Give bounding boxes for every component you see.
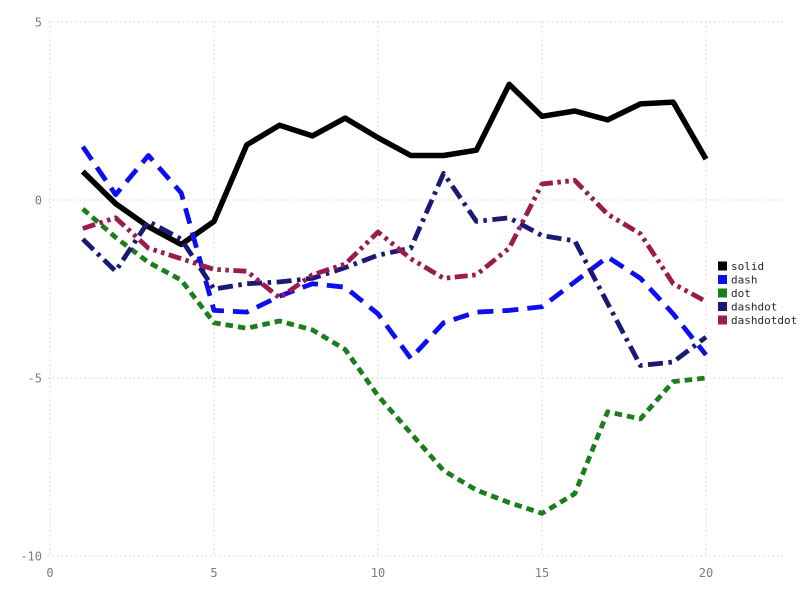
series-line-solid <box>80 81 709 248</box>
x-tick-label: 15 <box>535 566 549 580</box>
y-tick-label: -10 <box>20 550 42 564</box>
legend-label-dashdot: dashdot <box>731 301 777 314</box>
legend-swatch-dash <box>718 275 727 284</box>
series-line-dash <box>80 145 708 361</box>
x-tick-label: 20 <box>699 566 713 580</box>
x-tick-label: 10 <box>371 566 385 580</box>
legend-label-dashdotdot: dashdotdot <box>731 314 797 327</box>
series-line-dashdot <box>81 170 708 368</box>
x-tick-label: 5 <box>210 566 217 580</box>
legend-label-dash: dash <box>731 274 758 287</box>
x-tick-label: 0 <box>46 566 53 580</box>
y-tick-label: -5 <box>28 372 42 386</box>
legend-swatch-solid <box>718 261 727 271</box>
legend-swatch-dot <box>718 288 727 298</box>
y-tick-label: 0 <box>35 194 42 208</box>
legend-swatch-dashdotdot <box>718 315 727 325</box>
legend-label-dot: dot <box>731 287 751 300</box>
series-line-dot <box>81 207 707 516</box>
legend-swatch-dashdot <box>718 302 727 311</box>
legend-label-solid: solid <box>731 260 764 273</box>
y-tick-label: 5 <box>35 16 42 30</box>
series-line-dashdotdot <box>82 177 708 304</box>
